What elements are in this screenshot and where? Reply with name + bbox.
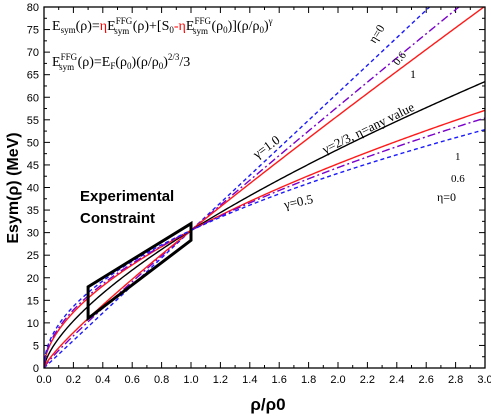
equation-1: Esym(ρ)=ηEFFG sym (ρ)+[S0-ηEFFG sym (ρ0)](…	[52, 16, 273, 36]
x-tick-label: 1.2	[213, 374, 228, 386]
annotation-gamma05: γ=0.5	[282, 191, 315, 212]
annotation-eta0-bottom: η=0	[437, 190, 456, 204]
y-tick-label: 5	[33, 340, 39, 352]
x-tick-label: 2.8	[448, 374, 463, 386]
y-tick-label: 15	[27, 295, 39, 307]
series-line	[44, 109, 485, 368]
x-tick-label: 1.8	[301, 374, 316, 386]
y-tick-label: 60	[27, 92, 39, 104]
constraint-label-line2: Constraint	[80, 210, 155, 227]
x-tick-label: 0.6	[125, 374, 140, 386]
series-line	[44, 7, 431, 368]
y-tick-label: 50	[27, 137, 39, 149]
plot-frame	[43, 6, 486, 369]
series-line	[44, 7, 485, 368]
y-tick-label: 45	[27, 160, 39, 172]
y-tick-label: 35	[27, 205, 39, 217]
y-tick-label: 80	[27, 2, 39, 14]
y-tick-label: 55	[27, 115, 39, 127]
x-tick-label: 2.6	[419, 374, 434, 386]
constraint-label-line1: Experimental	[80, 188, 174, 205]
y-tick-label: 30	[27, 228, 39, 240]
equation-2: EFFG sym (ρ)=EF(ρ0)(ρ/ρ0)2/3/3	[52, 52, 190, 72]
y-tick-labels: 0 5 10 15 20 25 30 35 40 45 50 55 60 65 70 75 80	[27, 2, 39, 375]
y-axis-title: Esym(ρ) (MeV)	[5, 132, 22, 243]
y-tick-label: 75	[27, 25, 39, 37]
x-tick-label: 1.4	[242, 374, 257, 386]
series-line	[44, 128, 485, 368]
y-tick-label: 65	[27, 70, 39, 82]
x-tick-label: 2.4	[389, 374, 404, 386]
x-tick-label: 0.4	[95, 374, 110, 386]
x-tick-label: 3.0	[477, 374, 491, 386]
x-tick-label: 2.2	[360, 374, 375, 386]
x-tick-label: 1.0	[183, 374, 198, 386]
y-tick-label: 10	[27, 318, 39, 330]
x-tick-label: 0.8	[154, 374, 169, 386]
annotation-gamma23: γ=2/3, η=any value	[319, 99, 417, 157]
y-tick-label: 20	[27, 273, 39, 285]
annotation-eta1-top: 1	[410, 67, 416, 81]
x-tick-label: 1.6	[272, 374, 287, 386]
x-tick-labels: 0.0 0.2 0.4 0.6 0.8 1.0 1.2 1.4 1.6 1.8 2.0 2.2 2.4 2…	[36, 374, 491, 386]
annotation-gamma10: γ=1.0	[249, 132, 282, 162]
experimental-constraint-box	[86, 220, 193, 322]
constraint-box-layer	[86, 220, 193, 322]
y-tick-label: 40	[27, 183, 39, 195]
y-tick-label: 25	[27, 250, 39, 262]
annotation-eta1-bottom: 1	[455, 151, 461, 163]
series-line	[44, 117, 485, 368]
annotation-eta0-top: η=0	[366, 22, 388, 46]
x-axis-title: ρ/ρ0	[250, 395, 285, 414]
y-tick-label: 70	[27, 47, 39, 59]
y-tick-label: 0	[33, 363, 39, 375]
x-tick-label: 0.2	[66, 374, 81, 386]
series-line	[44, 80, 485, 368]
x-tick-label: 0.0	[36, 374, 51, 386]
x-tick-label: 2.0	[330, 374, 345, 386]
annotation-eta06-bottom: 0.6	[451, 173, 465, 185]
